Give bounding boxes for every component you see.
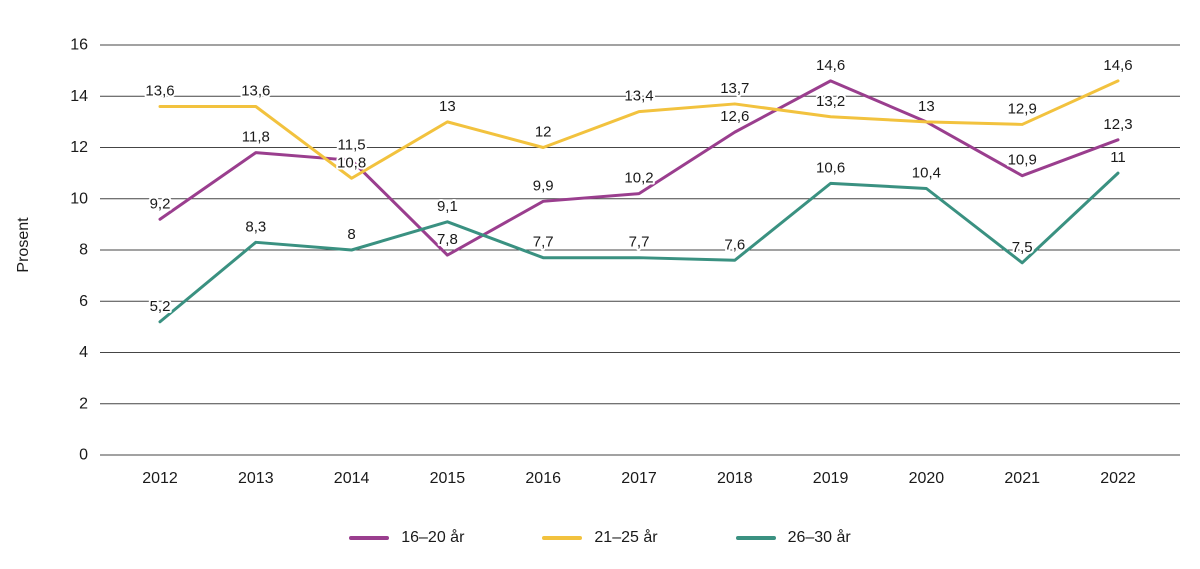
data-label: 10,4 [912, 165, 941, 182]
data-label: 9,1 [437, 198, 458, 215]
legend-item-0: 16–20 år [349, 529, 464, 547]
data-label: 8 [347, 226, 355, 243]
data-label: 5,2 [150, 298, 171, 315]
line-chart: 0 2 4 6 8 10 12 14 16 2012 2013 2014 2015 2016 2017 201… [15, 37, 1180, 488]
x-tick-label: 2018 [717, 470, 753, 487]
data-label: 12,9 [1008, 100, 1037, 117]
legend-label: 21–25 år [594, 529, 658, 546]
data-label: 11,8 [242, 129, 270, 146]
data-label: 11 [1110, 149, 1126, 166]
x-tick-label: 2020 [909, 470, 945, 487]
data-label: 13,4 [624, 88, 653, 105]
legend-swatch-line [542, 536, 583, 540]
x-tick-label: 2019 [813, 470, 849, 487]
legend-item-1: 21–25 år [542, 529, 658, 547]
data-label: 13,2 [816, 93, 845, 110]
data-label: 14,6 [816, 57, 845, 74]
x-tick-label: 2013 [238, 470, 274, 487]
data-label: 7,5 [1012, 239, 1033, 256]
data-label: 12,6 [720, 108, 749, 125]
data-label: 13,6 [145, 83, 174, 100]
y-tick-label: 8 [79, 242, 88, 259]
data-label-layer: 9,2 11,8 11,5 7,8 9,9 10,2 12,6 14,6 13 10,9 12,3 1… [143, 55, 1134, 317]
legend-swatch-line [349, 536, 390, 540]
x-tick-label: 2022 [1100, 470, 1136, 487]
x-tick-label: 2017 [621, 470, 657, 487]
data-label: 9,9 [533, 177, 554, 194]
data-label: 10,9 [1008, 152, 1037, 169]
y-tick-label: 6 [79, 293, 88, 310]
x-tick-label: 2021 [1004, 470, 1040, 487]
legend-swatch-line [735, 536, 776, 540]
data-label: 7,8 [437, 231, 458, 248]
data-label: 7,6 [724, 236, 745, 253]
data-label: 7,7 [533, 234, 554, 251]
data-label: 14,6 [1103, 57, 1132, 74]
y-tick-label: 4 [79, 344, 88, 361]
data-label: 10,2 [624, 170, 653, 187]
series-line-1 [158, 79, 1120, 180]
x-tick-label: 2015 [430, 470, 466, 487]
data-label: 10,6 [816, 159, 845, 176]
series-line-2 [158, 171, 1120, 324]
y-tick-label: 2 [79, 395, 88, 412]
data-label: 11,5 [338, 136, 366, 153]
x-tick-label: 2016 [525, 470, 561, 487]
y-tick-label: 16 [70, 37, 88, 54]
y-tick-label: 0 [79, 447, 88, 464]
data-label: 7,7 [629, 234, 650, 251]
axis-layer: 0 2 4 6 8 10 12 14 16 2012 2013 2014 2015 2016 2017 201… [70, 37, 1136, 488]
data-label: 13,7 [720, 80, 749, 97]
legend-item-2: 26–30 år [735, 529, 851, 547]
series-line-0 [158, 79, 1120, 257]
data-label: 8,3 [245, 218, 266, 235]
grid-layer [100, 44, 1180, 456]
y-tick-label: 12 [70, 139, 88, 156]
legend-label: 26–30 år [787, 529, 851, 546]
x-tick-label: 2012 [142, 470, 178, 487]
series-layer [158, 79, 1120, 324]
y-tick-label: 10 [70, 190, 88, 207]
data-label: 13,6 [241, 83, 270, 100]
data-label: 12 [535, 124, 552, 141]
data-label: 12,3 [1103, 116, 1132, 133]
legend: 16–20 år 21–25 år 26–30 år [0, 510, 1200, 566]
x-tick-label: 2014 [334, 470, 370, 487]
data-label: 10,8 [337, 154, 366, 171]
data-label: 13 [918, 98, 935, 115]
y-tick-label: 14 [70, 88, 88, 105]
data-label: 13 [439, 98, 456, 115]
y-axis-title: Prosent [15, 217, 32, 273]
data-label: 9,2 [150, 195, 171, 212]
legend-label: 16–20 år [401, 529, 465, 546]
